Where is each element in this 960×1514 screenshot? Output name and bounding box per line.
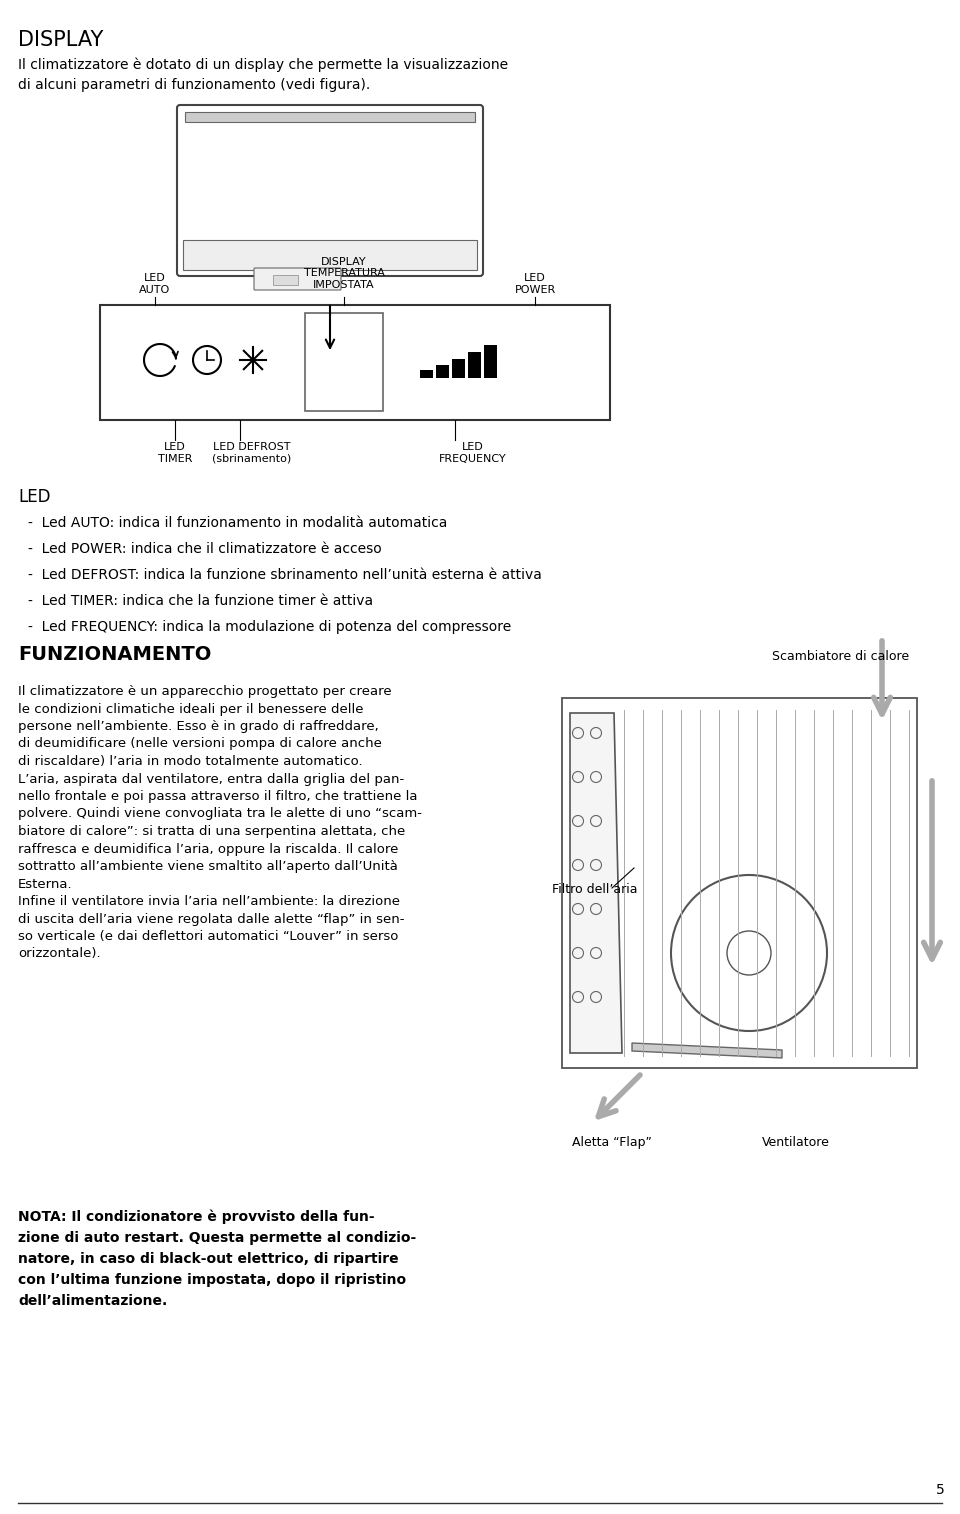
- Text: Il climatizzatore è dotato di un display che permette la visualizzazione
di alcu: Il climatizzatore è dotato di un display…: [18, 58, 508, 92]
- Text: -  Led FREQUENCY: indica la modulazione di potenza del compressore: - Led FREQUENCY: indica la modulazione d…: [28, 621, 512, 634]
- FancyBboxPatch shape: [177, 104, 483, 276]
- Bar: [420, 369, 433, 378]
- Text: LED DEFROST
(sbrinamento): LED DEFROST (sbrinamento): [212, 442, 292, 463]
- Polygon shape: [570, 713, 622, 1054]
- Text: Filtro dell’aria: Filtro dell’aria: [552, 883, 637, 896]
- Text: con l’ultima funzione impostata, dopo il ripristino: con l’ultima funzione impostata, dopo il…: [18, 1273, 406, 1287]
- Text: dell’alimentazione.: dell’alimentazione.: [18, 1294, 167, 1308]
- Text: Il climatizzatore è un apparecchio progettato per creare
le condizioni climatich: Il climatizzatore è un apparecchio proge…: [18, 684, 422, 960]
- Bar: [484, 345, 497, 378]
- Text: Aletta “Flap”: Aletta “Flap”: [572, 1136, 652, 1149]
- Text: natore, in caso di black-out elettrico, di ripartire: natore, in caso di black-out elettrico, …: [18, 1252, 398, 1266]
- Text: Ventilatore: Ventilatore: [762, 1136, 829, 1149]
- Text: -  Led TIMER: indica che la funzione timer è attiva: - Led TIMER: indica che la funzione time…: [28, 593, 373, 609]
- Text: -  Led POWER: indica che il climatizzatore è acceso: - Led POWER: indica che il climatizzator…: [28, 542, 382, 556]
- Text: FUNZIONAMENTO: FUNZIONAMENTO: [18, 645, 211, 665]
- Bar: [468, 351, 481, 378]
- Text: DISPLAY: DISPLAY: [18, 30, 104, 50]
- Text: zione di auto restart. Questa permette al condizio-: zione di auto restart. Questa permette a…: [18, 1231, 417, 1245]
- Text: LED
FREQUENCY: LED FREQUENCY: [439, 442, 507, 463]
- Text: DISPLAY
TEMPERATURA
IMPOSTATA: DISPLAY TEMPERATURA IMPOSTATA: [303, 257, 384, 291]
- Text: 5: 5: [936, 1484, 945, 1497]
- Bar: [185, 112, 475, 123]
- Text: LED: LED: [18, 488, 51, 506]
- Bar: [436, 365, 449, 378]
- Text: LED
POWER: LED POWER: [515, 274, 556, 295]
- Text: -  Led DEFROST: indica la funzione sbrinamento nell’unità esterna è attiva: - Led DEFROST: indica la funzione sbrina…: [28, 568, 541, 581]
- Bar: [273, 276, 298, 285]
- Polygon shape: [632, 1043, 782, 1058]
- Text: LED
TIMER: LED TIMER: [157, 442, 192, 463]
- Text: -  Led AUTO: indica il funzionamento in modalità automatica: - Led AUTO: indica il funzionamento in m…: [28, 516, 447, 530]
- Bar: [452, 359, 465, 378]
- Bar: [562, 698, 917, 1067]
- Bar: [305, 313, 383, 410]
- Bar: [183, 241, 477, 269]
- Text: Scambiatore di calore: Scambiatore di calore: [772, 650, 909, 663]
- Text: NOTA: Il condizionatore è provvisto della fun-: NOTA: Il condizionatore è provvisto dell…: [18, 1210, 374, 1225]
- Bar: [100, 304, 610, 419]
- FancyBboxPatch shape: [254, 268, 341, 291]
- Text: LED
AUTO: LED AUTO: [139, 274, 171, 295]
